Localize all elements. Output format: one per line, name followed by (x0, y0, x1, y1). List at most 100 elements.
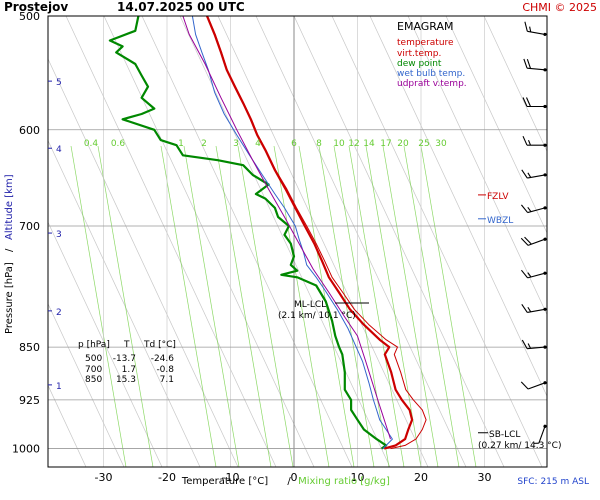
table-cell-td-700: -0.8 (156, 365, 174, 375)
wind-barb-flag (521, 339, 528, 349)
table-cell-t-500: -13.7 (113, 354, 136, 364)
series-line-wet-bulb-temp (191, 16, 393, 449)
x-tick-label: 10 (351, 471, 365, 484)
mixing-ratio-label: 30 (435, 139, 447, 149)
altitude-tick-label: 1 (56, 382, 62, 392)
dry-adiabat-line (369, 16, 547, 397)
wind-barb-flag (524, 236, 532, 245)
dry-adiabat-line (407, 16, 547, 316)
station-name: Prostejov (4, 0, 68, 14)
y-axis-label-separator: / (4, 248, 15, 252)
wind-barb-dot (543, 68, 547, 72)
mixing-ratio-line (70, 145, 127, 467)
mixing-ratio-line (382, 145, 439, 467)
copyright-credit: CHMI © 2025 (522, 1, 597, 14)
table-cell-p-850: 850 (85, 375, 102, 385)
dry-adiabat-line (48, 302, 125, 467)
x-tick-label: -30 (95, 471, 113, 484)
y-tick-label: 925 (19, 394, 40, 407)
x-tick-label: -10 (222, 471, 240, 484)
wind-barb-dot (543, 424, 547, 428)
wind-barb-flag (520, 204, 529, 213)
wind-barb-half (527, 139, 532, 146)
y-tick-label: 600 (19, 124, 40, 137)
annotation-layer: ML-LCL(2.1 km/ 10.1 °C) SB-LCL(0.27 km/ 1… (278, 192, 561, 451)
wind-barb-half (533, 442, 539, 444)
wind-barb-flag (520, 381, 529, 390)
mixing-ratio-label: 17 (380, 139, 391, 149)
wind-barb-dot (543, 381, 547, 385)
wind-barb-staff (538, 426, 546, 444)
y-tick-label: 850 (19, 341, 40, 354)
wind-barb (533, 424, 547, 444)
wind-barb-half (527, 207, 532, 212)
mixing-ratio-line (318, 145, 375, 467)
ml-lcl-label: ML-LCL (294, 300, 326, 310)
dry-adiabat-line (48, 139, 201, 467)
wind-barb-flag (522, 97, 528, 107)
y-axis-title-group: Pressure [hPa] / Altitude [km] (4, 174, 15, 334)
mixing-ratio-line (183, 145, 240, 467)
legend-item-updraft: udpraft v.temp. (397, 79, 467, 89)
fzlv-label: FZLV (487, 192, 509, 202)
wind-barb-flag (526, 59, 532, 69)
x-tick-label: 30 (478, 471, 492, 484)
wind-barb-half (527, 343, 532, 349)
wind-barb (520, 236, 547, 246)
table-cell-t-850: 15.3 (116, 375, 136, 385)
wind-barb (521, 303, 547, 313)
dry-adiabat-line (179, 16, 391, 467)
sb-lcl-detail: (0.27 km/ 14.3 °C) (478, 441, 561, 451)
mixing-ratio-line (160, 145, 217, 467)
mixing-ratio-line (215, 145, 272, 467)
wind-barb-dot (543, 271, 547, 275)
table-cell-td-500: -24.6 (151, 354, 175, 364)
altitude-tick-label: 5 (56, 78, 62, 88)
wind-barb-dot (543, 307, 547, 311)
wind-barb-flag (522, 135, 528, 146)
wind-barb-flag (521, 169, 528, 179)
chart-title: EMAGRAM (397, 20, 454, 33)
y-tick-label: 500 (19, 10, 40, 23)
mixing-ratio-label: 6 (291, 139, 297, 149)
plot-frame (47, 15, 548, 468)
wind-barb (522, 97, 547, 109)
x-axis-label-mixing-ratio: Mixing ratio [g/kg] (298, 476, 390, 487)
table-cell-td-850: 7.1 (160, 375, 174, 385)
x-tick-label: 0 (291, 471, 298, 484)
wind-barb-dot (543, 104, 547, 109)
mixing-ratio-label: 14 (363, 139, 375, 149)
legend-item-dew-point: dew point (397, 59, 442, 69)
legend: EMAGRAM temperature virt.temp. dew point… (397, 20, 467, 89)
wind-barb-dot (543, 345, 547, 349)
mixing-ratio-label: 10 (333, 139, 345, 149)
wind-barb (520, 204, 547, 214)
dry-adiabat-line (293, 16, 505, 467)
altitude-tick-label: 2 (56, 308, 62, 318)
wind-barb-dot (543, 173, 547, 177)
wind-barb (521, 339, 547, 350)
series-line-virt-temp (207, 16, 427, 450)
mixing-ratio-label: 3 (233, 139, 239, 149)
series-line-temperature (205, 16, 414, 450)
wind-barb (524, 21, 547, 37)
wind-barb-flag (520, 237, 529, 246)
dry-adiabat-line (141, 16, 353, 467)
surface-elevation: SFC: 215 m ASL (517, 477, 589, 487)
wind-profile (520, 21, 547, 444)
mixing-ratio-line (273, 145, 330, 467)
table-header-t: T (123, 340, 130, 350)
mixing-ratio-line (403, 145, 460, 467)
mixing-ratio-label: 8 (316, 139, 322, 149)
wind-barb-flag (523, 58, 528, 69)
dry-adiabat-line (483, 16, 547, 153)
mixing-ratio-label: 2 (201, 139, 207, 149)
legend-item-virt-temp: virt.temp. (397, 49, 441, 59)
dry-adiabat-line (217, 16, 429, 467)
wind-barb-dot (543, 206, 547, 210)
y-axis-label-altitude: Altitude [km] (4, 174, 15, 240)
mixing-ratio-label: 25 (418, 139, 429, 149)
